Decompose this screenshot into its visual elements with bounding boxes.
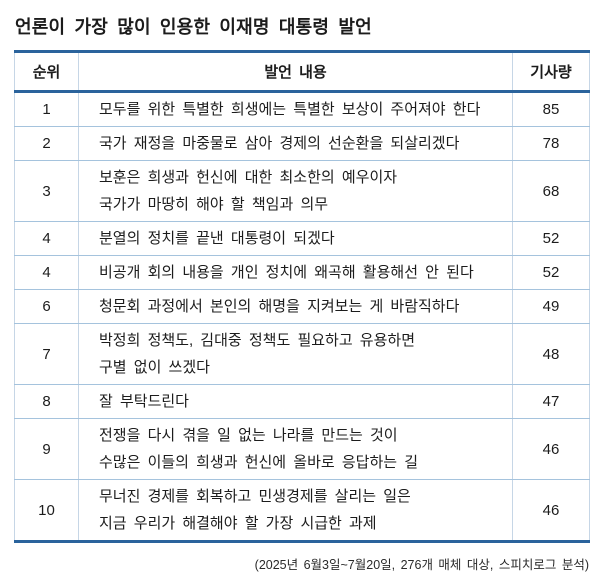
rank-value: 10 [14, 479, 79, 543]
rank-value: 4 [14, 255, 79, 290]
table-row: 6 청문회 과정에서 본인의 해명을 지켜보는 게 바람직하다 49 [14, 289, 590, 324]
article-count-value: 78 [512, 126, 590, 161]
statement-line: 분열의 정치를 끝낸 대통령이 되겠다 [99, 230, 335, 247]
rank-value: 2 [14, 126, 79, 161]
statement-line: 박정희 정책도, 김대중 정책도 필요하고 유용하면 [99, 332, 416, 349]
statement-line: 국가가 마땅히 해야 할 책임과 의무 [99, 196, 329, 213]
statement-cell: 국가 재정을 마중물로 삼아 경제의 선순환을 되살리겠다 [78, 126, 513, 161]
quote-table: 순위 발언 내용 기사량 1 모두를 위한 특별한 희생에는 특별한 보상이 주… [14, 50, 590, 543]
column-header-statement: 발언 내용 [78, 50, 513, 93]
article-count-value: 48 [512, 323, 590, 385]
statement-line: 청문회 과정에서 본인의 해명을 지켜보는 게 바람직하다 [99, 298, 460, 315]
column-header-rank: 순위 [14, 50, 79, 93]
rank-value: 3 [14, 160, 79, 222]
table-row: 4 분열의 정치를 끝낸 대통령이 되겠다 52 [14, 221, 590, 256]
table-body: 1 모두를 위한 특별한 희생에는 특별한 보상이 주어져야 한다 85 2 국… [14, 91, 590, 543]
statement-line: 전쟁을 다시 겪을 일 없는 나라를 만드는 것이 [99, 427, 398, 444]
rank-value: 4 [14, 221, 79, 256]
table-row: 8 잘 부탁드린다 47 [14, 384, 590, 419]
article-count-value: 85 [512, 91, 590, 127]
article-count-value: 52 [512, 255, 590, 290]
statement-cell: 잘 부탁드린다 [78, 384, 513, 419]
statement-cell: 비공개 회의 내용을 개인 정치에 왜곡해 활용해선 안 된다 [78, 255, 513, 290]
article-count-value: 46 [512, 418, 590, 480]
table-header: 순위 발언 내용 기사량 [14, 50, 590, 93]
article-count-value: 52 [512, 221, 590, 256]
page-title: 언론이 가장 많이 인용한 이재명 대통령 발언 [15, 17, 372, 37]
statement-line: 국가 재정을 마중물로 삼아 경제의 선순환을 되살리겠다 [99, 135, 460, 152]
header-row: 순위 발언 내용 기사량 [14, 50, 590, 93]
rank-value: 8 [14, 384, 79, 419]
statement-line: 잘 부탁드린다 [99, 393, 189, 410]
statement-line: 모두를 위한 특별한 희생에는 특별한 보상이 주어져야 한다 [99, 101, 481, 118]
table-row: 4 비공개 회의 내용을 개인 정치에 왜곡해 활용해선 안 된다 52 [14, 255, 590, 290]
article-count-value: 46 [512, 479, 590, 543]
rank-value: 7 [14, 323, 79, 385]
statement-cell: 모두를 위한 특별한 희생에는 특별한 보상이 주어져야 한다 [78, 91, 513, 127]
statement-cell: 청문회 과정에서 본인의 해명을 지켜보는 게 바람직하다 [78, 289, 513, 324]
statement-line: 무너진 경제를 회복하고 민생경제를 살리는 일은 [99, 488, 411, 505]
source-note: (2025년 6월3일~7월20일, 276개 매체 대상, 스피치로그 분석) [254, 558, 589, 572]
statement-line: 보훈은 희생과 헌신에 대한 최소한의 예우이자 [99, 169, 398, 186]
rank-value: 9 [14, 418, 79, 480]
table-row: 2 국가 재정을 마중물로 삼아 경제의 선순환을 되살리겠다 78 [14, 126, 590, 161]
rank-value: 6 [14, 289, 79, 324]
rank-value: 1 [14, 91, 79, 127]
statement-line: 비공개 회의 내용을 개인 정치에 왜곡해 활용해선 안 된다 [99, 264, 474, 281]
statement-line: 지금 우리가 해결해야 할 가장 시급한 과제 [99, 515, 377, 532]
article-count-value: 68 [512, 160, 590, 222]
table-row: 1 모두를 위한 특별한 희생에는 특별한 보상이 주어져야 한다 85 [14, 91, 590, 127]
article-count-value: 49 [512, 289, 590, 324]
statement-line: 수많은 이들의 희생과 헌신에 올바로 응답하는 길 [99, 454, 419, 471]
article-count-value: 47 [512, 384, 590, 419]
column-header-count: 기사량 [512, 50, 590, 93]
statement-line: 구별 없이 쓰겠다 [99, 359, 210, 376]
statement-cell: 분열의 정치를 끝낸 대통령이 되겠다 [78, 221, 513, 256]
